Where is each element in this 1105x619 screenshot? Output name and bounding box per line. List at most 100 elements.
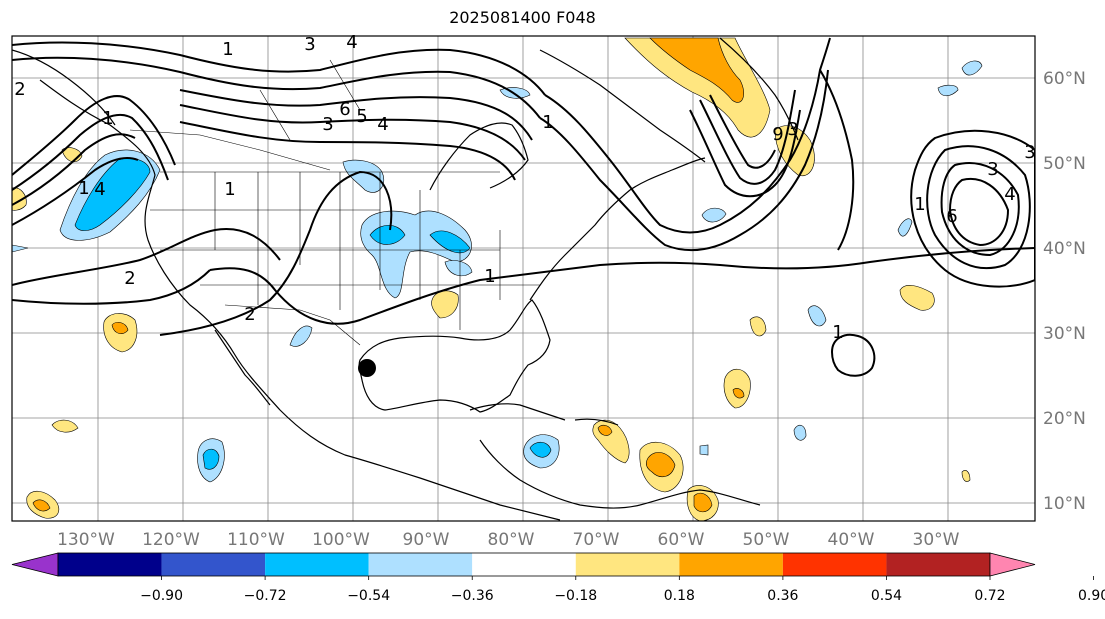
lon-label: 60°W [658, 530, 705, 550]
blue-shade-michigan [444, 260, 473, 277]
orange-shade-caribbean-1 [597, 424, 613, 436]
blue-shade-atl-4 [793, 424, 807, 441]
lat-label: 10°N [1043, 494, 1086, 514]
contour-label: 3 [987, 159, 998, 180]
contour-label: 4 [1004, 184, 1015, 205]
colorbar-segment [58, 553, 162, 576]
colorbar-tick-label: −0.18 [554, 588, 597, 604]
colorbar-segment [472, 553, 576, 576]
colorbar-tick-label: −0.54 [347, 588, 390, 604]
contour-pac-ridge-2 [12, 113, 169, 191]
lat-label: 60°N [1043, 69, 1086, 89]
contour-label: 2 [14, 79, 25, 100]
orange-shade-greenland [649, 37, 744, 103]
coast-alaska [12, 49, 116, 126]
contour-atl-low-4 [948, 177, 1010, 247]
coast-labrador [539, 49, 706, 163]
colorbar [11, 552, 1036, 577]
colorbar-tick-label: 0.36 [767, 588, 798, 604]
blue-shade-atl-2 [807, 305, 827, 327]
blue-shade-atl-1 [701, 207, 727, 223]
contour-label: 3 [304, 34, 315, 55]
colorbar-segment [265, 553, 369, 576]
contour-atl-low-3 [940, 162, 1020, 257]
contour-label: 4 [346, 32, 357, 53]
contour-north-arc-3 [179, 89, 533, 141]
lon-label: 80°W [488, 530, 535, 550]
yellow-shade-atl-4 [961, 470, 971, 482]
colorbar-tick-label: −0.36 [451, 588, 494, 604]
lon-label: 30°W [913, 530, 960, 550]
blue-shade-pacific-nw-core [74, 158, 151, 231]
yellow-shade-greenland-large [624, 37, 771, 138]
contour-label: 5 [356, 106, 367, 127]
blue-shade-atl-5 [699, 444, 709, 456]
blue-shade-atl-3 [897, 218, 913, 237]
longitude-labels: 130°W 120°W 110°W 100°W 90°W 80°W 70°W 60°W 50°W… [57, 530, 960, 550]
contour-atl-trough-1 [544, 37, 831, 234]
contour-pac-ridge-1 [12, 95, 176, 176]
lon-label: 40°W [828, 530, 875, 550]
contour-label: 2 [244, 304, 255, 325]
contour-atl-circle [830, 333, 876, 377]
colorbar-tick-label: 0.18 [664, 588, 695, 604]
yellow-shade-pac-south [51, 419, 79, 433]
lat-label: 30°N [1043, 324, 1086, 344]
blue-shade-plains-core [369, 224, 406, 245]
blue-shade-lakes-core [429, 230, 471, 254]
contour-label: 9 [772, 124, 783, 145]
coast-cuba [469, 403, 566, 421]
colorbar-tick-label: −0.90 [140, 588, 183, 604]
map-title: 2025081400 F048 [449, 8, 596, 27]
blue-shade-west-edge [12, 244, 29, 253]
contour-label: 4 [377, 114, 388, 135]
colorbar-segment [782, 553, 887, 576]
lon-label: 120°W [142, 530, 200, 550]
contour-label: 3 [322, 114, 333, 135]
contour-label: 1 [102, 108, 113, 129]
contour-atl-ne [819, 69, 855, 251]
contour-label: 4 [94, 179, 105, 200]
orange-shade-sa [693, 493, 713, 513]
coast-north-america-west [39, 79, 561, 521]
coastlines [12, 37, 799, 521]
orange-shade-atl-1 [732, 388, 745, 399]
colorbar-segment [886, 553, 990, 576]
contour-north-arc-4 [179, 104, 526, 161]
yellow-shade-atl-2 [749, 316, 767, 337]
contour-label: 1 [484, 266, 495, 287]
coast-hudson-bay [429, 122, 529, 191]
contour-2-south [12, 269, 211, 305]
colorbar-segment [575, 553, 680, 576]
storm-center-marker [358, 359, 376, 377]
border-us-mexico [224, 304, 361, 346]
contour-north-arc-1 [12, 41, 546, 96]
orange-shade-pac-sw [32, 499, 51, 512]
contour-label: 6 [339, 99, 350, 120]
yellow-shade-pac-edge [12, 187, 27, 211]
contour-label: 1 [78, 178, 89, 199]
contour-central [209, 247, 1035, 325]
lat-label: 20°N [1043, 409, 1086, 429]
contour-label: 1 [222, 39, 233, 60]
contour-atl-trough-2 [539, 69, 829, 252]
contour-gulf-ridge [159, 170, 393, 336]
contour-atl-low-2 [926, 145, 1031, 270]
colorbar-extend-max [989, 552, 1036, 577]
colorbar-segment [368, 553, 473, 576]
contour-label: 3 [787, 119, 798, 140]
contour-north-arc-2 [12, 56, 541, 119]
lon-label: 110°W [227, 530, 285, 550]
colorbar-tick-label: 0.90 [1078, 588, 1105, 604]
contour-label: 1 [914, 194, 925, 215]
lon-label: 100°W [312, 530, 370, 550]
lon-label: 70°W [573, 530, 620, 550]
blue-shade-greenland-2 [937, 84, 959, 97]
lon-label: 130°W [57, 530, 115, 550]
contour-pac-ridge-4 [12, 157, 139, 226]
contour-2-west [12, 228, 281, 286]
orange-shade-epac [111, 321, 129, 334]
contour-atl-trough-4 [699, 89, 796, 185]
blue-shade-epac-core [202, 448, 220, 470]
